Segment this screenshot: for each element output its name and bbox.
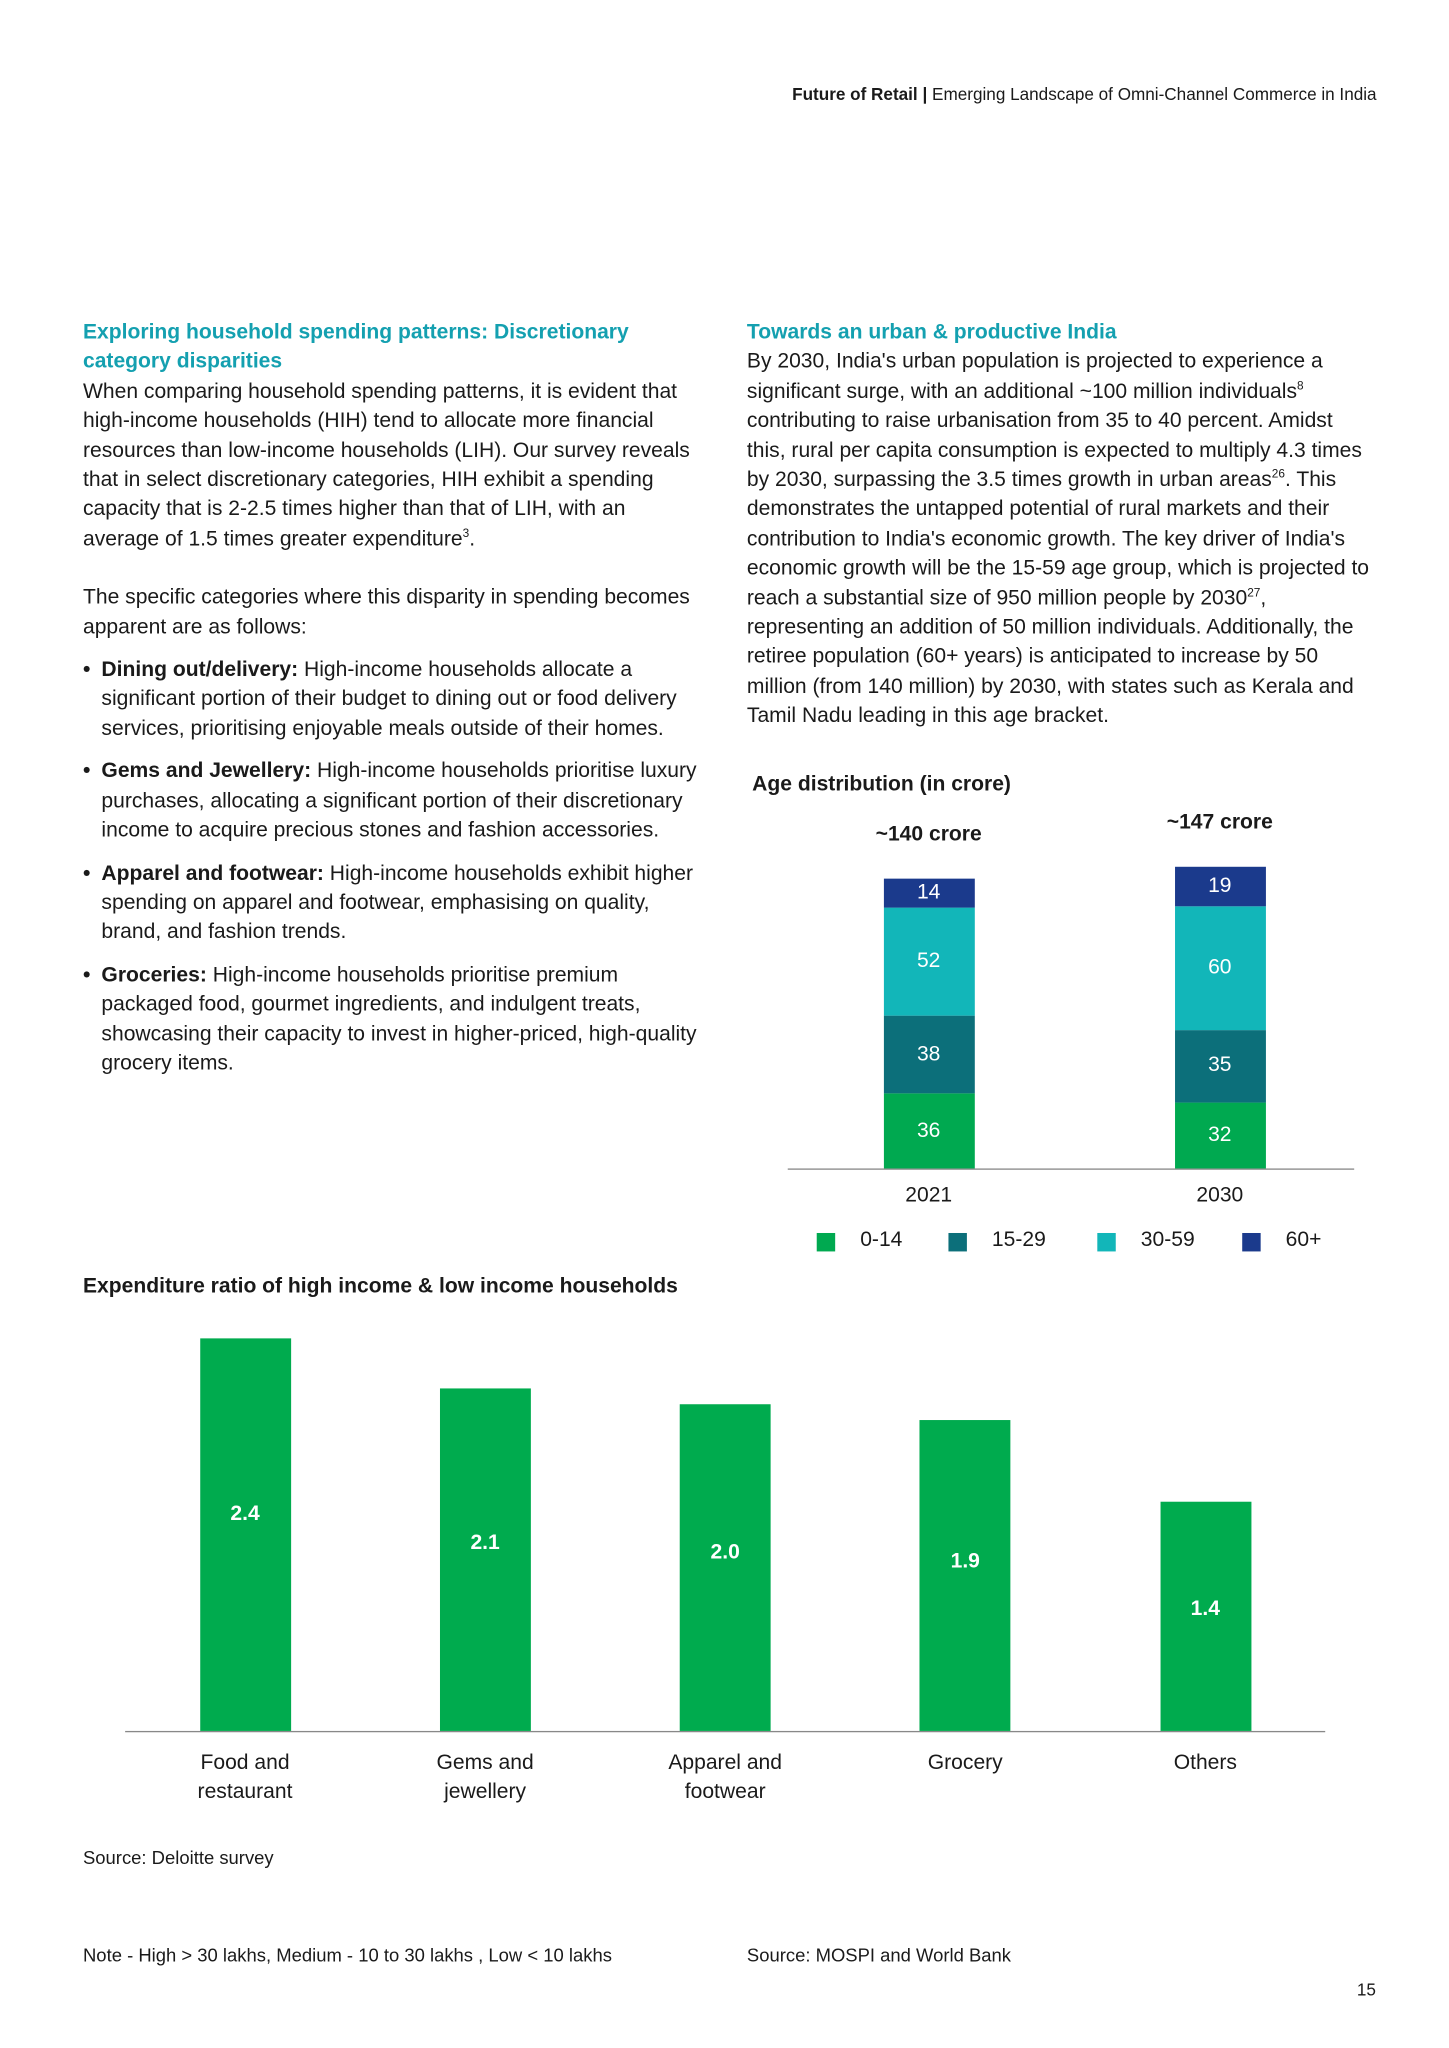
- bar-segment: 35: [1174, 1029, 1266, 1103]
- value-label: 1.9: [950, 1550, 980, 1574]
- page-number: 15: [1356, 1979, 1376, 2000]
- chart-source: Source: Deloitte survey: [82, 1846, 274, 1868]
- legend-swatch: [816, 1232, 836, 1252]
- x-tick-label: 2021: [905, 1184, 953, 1207]
- bar-segment: 36: [883, 1093, 975, 1169]
- x-tick-label: 2030: [1196, 1184, 1244, 1207]
- bar: 1.9: [919, 1420, 1011, 1731]
- legend-swatch: [1097, 1232, 1116, 1252]
- bullet-text: High-income households exhibit higher sp…: [101, 862, 694, 944]
- paragraph: By 2030, India's urban population is pro…: [747, 348, 1377, 732]
- segment-label: 60: [1208, 955, 1232, 979]
- legend-label: 0-14: [860, 1229, 903, 1252]
- bullet-item: Apparel and footwear: High-income househ…: [83, 860, 702, 949]
- superscript: 27: [1247, 585, 1261, 599]
- bullet-lead: Groceries:: [101, 963, 207, 987]
- bullet-lead: Apparel and footwear:: [101, 862, 324, 885]
- x-tick-label: Grocery: [927, 1752, 1003, 1775]
- segment-label: 19: [1208, 874, 1232, 897]
- segment-label: 38: [916, 1042, 941, 1066]
- footer-note: Note - High > 30 lakhs, Medium - 10 to 3…: [82, 1944, 612, 1966]
- text-run: contributing to raise urbanisation from …: [746, 409, 1362, 492]
- bar-segment: 32: [1174, 1102, 1266, 1169]
- value-label: 1.4: [1190, 1598, 1220, 1621]
- legend-label: 15-29: [991, 1229, 1046, 1252]
- bar-segment: 60: [1174, 905, 1266, 1030]
- header-subtitle: Emerging Landscape of Omni-Channel Comme…: [932, 84, 1377, 105]
- text-run: .: [469, 528, 476, 551]
- right-column: Towards an urban & productive India By 2…: [747, 319, 1377, 761]
- segment-label: 32: [1208, 1123, 1232, 1146]
- text-run: By 2030, India's urban population is pro…: [746, 350, 1323, 403]
- segment-label: 14: [916, 881, 941, 904]
- value-label: 2.4: [230, 1503, 260, 1526]
- bullet-item: Groceries: High-income households priori…: [83, 961, 702, 1079]
- bullet-lead: Dining out/delivery:: [101, 658, 299, 682]
- value-label: 2.0: [710, 1541, 740, 1564]
- footer-source: Source: MOSPI and World Bank: [746, 1944, 1012, 1966]
- bar: 2.0: [679, 1404, 771, 1731]
- chart-title: Age distribution (in crore): [752, 773, 1011, 796]
- section-heading: Towards an urban & productive India: [746, 321, 1117, 344]
- x-tick-label: Apparel and footwear: [668, 1752, 783, 1804]
- axis-line: [787, 1168, 1355, 1170]
- total-annotation: ~140 crore: [875, 823, 982, 846]
- superscript: 8: [1296, 378, 1304, 392]
- legend-swatch: [1242, 1232, 1261, 1252]
- segment-label: 52: [916, 949, 941, 973]
- segment-label: 35: [1208, 1054, 1232, 1077]
- header-separator: |: [922, 84, 928, 105]
- bar: 2.4: [199, 1338, 291, 1731]
- chart-title: Expenditure ratio of high income & low i…: [82, 1275, 678, 1298]
- x-tick-label: Food and restaurant: [197, 1752, 293, 1804]
- bar-segment: 14: [883, 878, 975, 908]
- legend-label: 60+: [1285, 1229, 1322, 1252]
- legend-label: 30-59: [1140, 1229, 1195, 1252]
- header: Future of Retail | Emerging Landscape of…: [792, 84, 1376, 104]
- bullet-item: Gems and Jewellery: High-income househol…: [83, 758, 702, 847]
- paragraph: When comparing household spending patter…: [83, 378, 702, 555]
- bullet-text: High-income households prioritise luxury…: [101, 760, 697, 842]
- bar-segment: 19: [1174, 866, 1266, 906]
- bullet-text: High-income households allocate a signif…: [101, 658, 677, 741]
- text-run: When comparing household spending patter…: [82, 380, 690, 551]
- axis-line: [125, 1730, 1326, 1733]
- value-label: 2.1: [470, 1531, 500, 1555]
- text-run: The specific categories where this dispa…: [82, 586, 690, 639]
- superscript: 3: [462, 526, 470, 540]
- legend-swatch: [948, 1232, 967, 1252]
- text-run: , representing an addition of 50 million…: [746, 587, 1354, 728]
- total-annotation: ~147 crore: [1166, 811, 1273, 834]
- bullet-lead: Gems and Jewellery:: [101, 760, 312, 783]
- left-column: Exploring household spending patterns: D…: [83, 319, 702, 1093]
- superscript: 26: [1271, 467, 1285, 481]
- header-title: Future of Retail: [792, 84, 918, 105]
- bullet-item: Dining out/delivery: High-income househo…: [83, 656, 702, 745]
- bar: 1.4: [1159, 1502, 1251, 1731]
- x-tick-label: Others: [1173, 1752, 1237, 1775]
- bar-segment: 38: [883, 1015, 975, 1094]
- x-tick-label: Gems and jewellery: [436, 1752, 534, 1804]
- bar: 2.1: [439, 1387, 531, 1731]
- text-run: . This demonstrates the untapped potenti…: [746, 468, 1370, 610]
- segment-label: 36: [916, 1119, 941, 1142]
- section-heading: Exploring household spending patterns: D…: [82, 321, 629, 374]
- bar-segment: 52: [883, 907, 975, 1016]
- paragraph: The specific categories where this dispa…: [83, 584, 702, 643]
- bullet-text: High-income households prioritise premiu…: [101, 963, 697, 1075]
